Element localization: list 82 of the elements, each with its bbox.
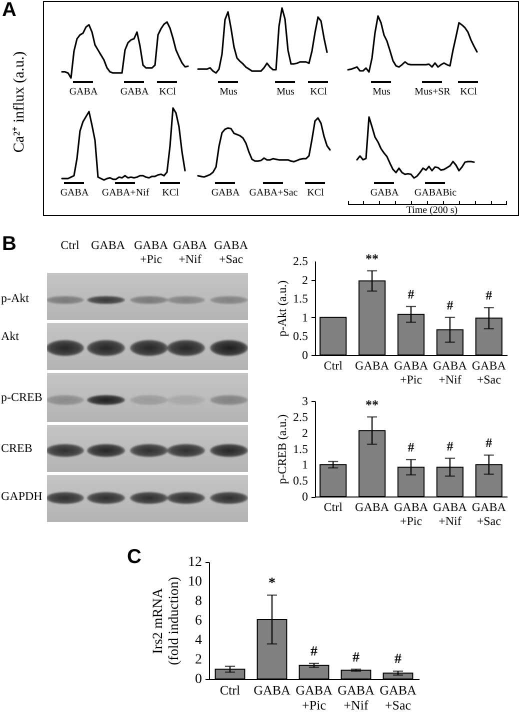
annotation: ** <box>366 250 379 266</box>
x-tick-label: GABA+Sac <box>249 188 298 198</box>
y-tick-label: 2.5 <box>293 254 308 268</box>
y-tick-label: 12 <box>188 555 202 570</box>
x-tick-label: GABABic <box>414 188 457 198</box>
x-tick-label: GABA +Pic <box>394 500 428 528</box>
y-tick-label: 1 <box>302 458 308 472</box>
x-tick-label: GABA +Nif <box>432 358 468 386</box>
y-tick-label: 0 <box>195 672 202 687</box>
y-tick-label: 6 <box>195 614 202 628</box>
x-tick-label: GABA +Pic <box>394 358 428 386</box>
x-tick-label: GABA <box>211 188 240 198</box>
category-label: Ctrl <box>60 238 80 252</box>
annotation: # <box>310 644 318 660</box>
x-tick-label: GABA +Sac <box>380 682 418 712</box>
x-tick-label: GABA +Sac <box>472 358 506 386</box>
category-label: GABA +Pic <box>134 238 168 266</box>
y-tick-label: 1 <box>302 310 308 324</box>
category-label: GABA +Nif <box>172 238 208 266</box>
chart-title: A <box>2 0 16 21</box>
annotation: # <box>446 297 454 312</box>
y-tick-label: 1.5 <box>293 292 308 306</box>
category-label: Akt <box>1 329 19 343</box>
y-tick-label: 0.5 <box>293 329 308 344</box>
y-tick-label: 4 <box>195 633 202 648</box>
y-tick-label: 3 <box>302 394 308 408</box>
annotation: # <box>408 440 415 455</box>
y-axis-title: Ca²⁺ influx (a.u.) <box>12 51 28 153</box>
x-tick-label: Ctrl <box>324 358 344 372</box>
x-tick-label: GABA <box>120 86 150 98</box>
annotation: ** <box>366 396 379 412</box>
x-tick-label: GABA <box>355 500 390 514</box>
x-tick-label: GABA +Sac <box>472 500 506 528</box>
x-tick-label: KCl <box>307 188 324 198</box>
x-tick-label: GABA <box>355 358 390 372</box>
y-tick-label: 2 <box>302 272 308 287</box>
category-label: CREB <box>1 441 32 455</box>
y-tick-label: 10 <box>188 574 202 590</box>
x-tick-label: KCl <box>310 86 328 98</box>
x-tick-label: GABA +Pic <box>296 682 334 712</box>
x-tick-label: KCl <box>162 188 180 198</box>
x-tick-label: Ctrl <box>220 682 240 698</box>
x-tick-label: Mus+SR <box>414 86 451 98</box>
annotation: * <box>268 576 276 592</box>
y-tick-label: 2.5 <box>293 410 308 424</box>
chart-title: C <box>127 546 142 568</box>
y-tick-label: 0 <box>302 490 308 504</box>
category-label: GABA <box>90 238 126 252</box>
annotation: # <box>352 650 360 666</box>
x-tick-label: KCl <box>460 86 478 98</box>
text: B <box>2 233 16 255</box>
y-axis-title: Irs2 mRNA (fold induction) <box>151 576 182 666</box>
x-tick-label: GABA <box>254 682 292 698</box>
x-tick-label: Mus <box>220 86 238 98</box>
x-tick-label: GABA +Nif <box>338 682 376 712</box>
category-label: GAPDH <box>1 489 42 503</box>
y-tick-label: 1.5 <box>293 442 308 456</box>
y-tick-label: 0 <box>302 348 308 362</box>
y-tick-label: 2 <box>302 426 308 440</box>
x-tick-label: GABA <box>60 188 90 198</box>
category-label: GABA +Sac <box>214 238 248 266</box>
annotation: # <box>486 435 493 450</box>
x-axis-title: Time (200 s) <box>406 205 458 216</box>
y-tick-label: 8 <box>195 594 202 609</box>
x-tick-label: GABA <box>370 188 400 198</box>
annotation: # <box>446 438 454 454</box>
annotation: # <box>394 652 402 668</box>
x-tick-label: Mus <box>372 86 390 98</box>
x-tick-label: GABA <box>69 86 98 98</box>
category-label: p-Akt <box>1 291 29 305</box>
x-tick-label: GABA +Nif <box>432 500 468 528</box>
annotation: # <box>486 288 493 303</box>
y-tick-label: 0.5 <box>293 474 308 488</box>
category-label: p-CREB <box>1 390 42 404</box>
x-tick-label: KCl <box>159 86 176 98</box>
y-tick-label: 2 <box>195 652 202 668</box>
x-tick-label: GABA+Nif <box>102 188 150 198</box>
annotation: # <box>408 286 415 302</box>
x-tick-label: Mus <box>276 86 294 98</box>
y-axis-title: p-CREB (a.u.) <box>275 414 289 484</box>
y-axis-title: p-Akt (a.u.) <box>275 280 289 337</box>
x-tick-label: Ctrl <box>324 500 344 514</box>
